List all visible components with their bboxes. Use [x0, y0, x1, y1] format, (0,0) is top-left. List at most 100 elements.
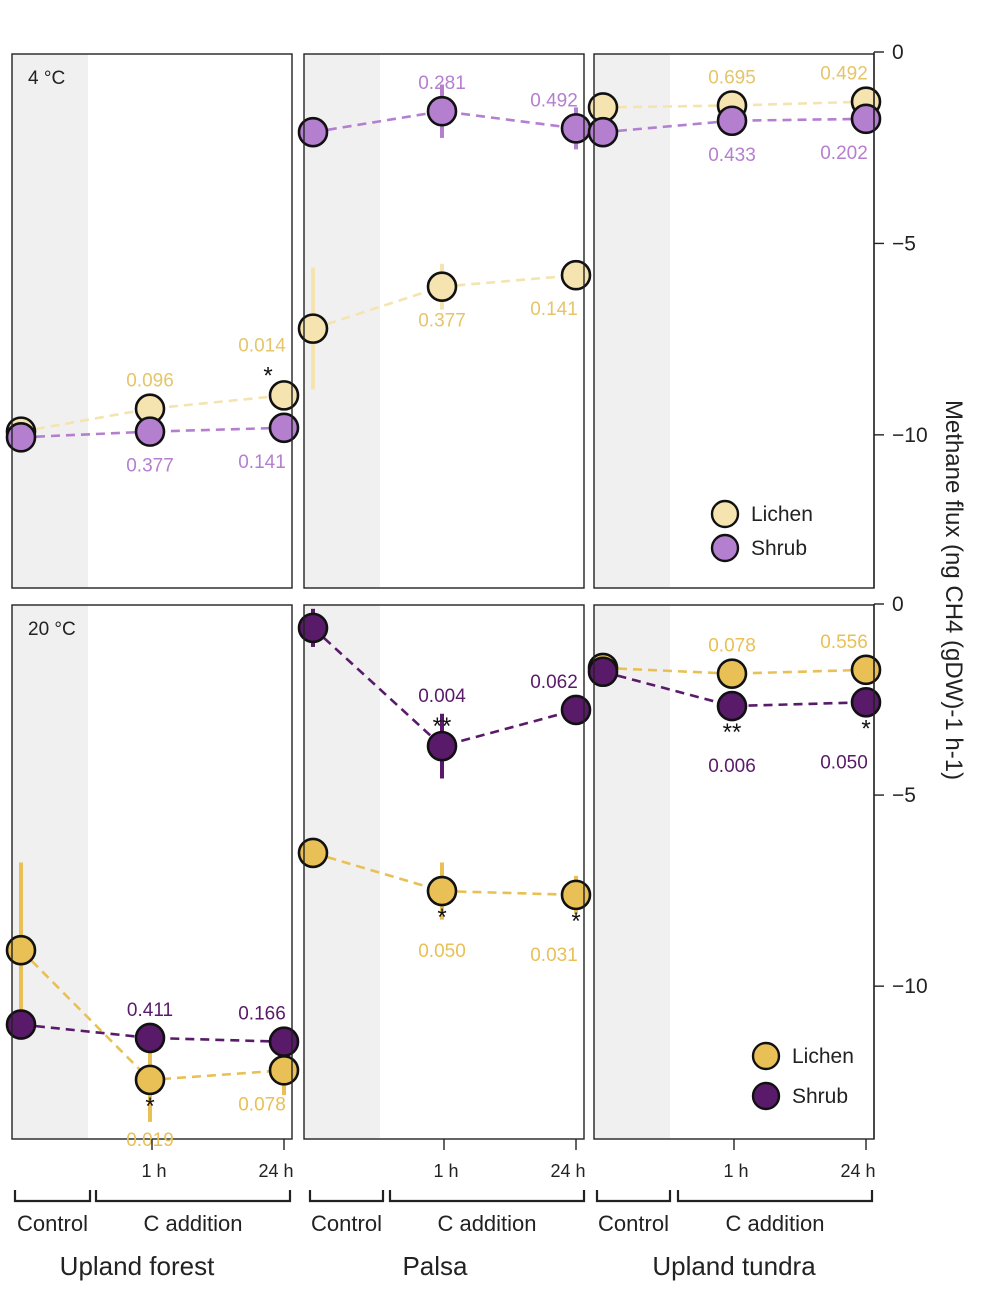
panel-plot-area [5, 380, 300, 453]
p-value-label: 0.433 [708, 145, 756, 166]
p-value-label: 0.492 [820, 64, 868, 85]
p-value-label: 0.411 [127, 1000, 173, 1021]
data-point-lichen [716, 658, 748, 689]
data-point-shrub [850, 103, 882, 135]
data-point-lichen [297, 313, 329, 344]
data-point-shrub [426, 95, 458, 127]
p-value-label: 0.556 [820, 632, 868, 653]
data-point-shrub [716, 690, 748, 722]
significance-stars: * [437, 904, 446, 931]
data-point-lichen [426, 875, 458, 907]
x-group-bracket [676, 1190, 874, 1203]
p-value-label: 0.377 [418, 311, 466, 332]
series-line-lichen [602, 666, 867, 675]
p-value-label: 0.014 [238, 335, 286, 356]
y-tick-label: 0 [892, 41, 904, 64]
data-point-shrub [297, 612, 329, 644]
control-shade [12, 605, 88, 1139]
panel-frame [303, 53, 585, 589]
data-point-shrub [5, 1009, 37, 1040]
p-value-label: 0.166 [238, 1004, 286, 1025]
y-tick-label: −10 [892, 975, 928, 998]
x-group-bracket [388, 1190, 586, 1203]
x-group-label: C addition [725, 1211, 824, 1236]
data-point-shrub [587, 116, 619, 148]
data-point-lichen [134, 1064, 166, 1096]
data-point-shrub [426, 730, 458, 762]
x-tick-label: 1 h [141, 1161, 166, 1181]
control-shade [12, 54, 88, 588]
data-point-lichen [560, 879, 592, 911]
data-point-lichen [560, 259, 592, 291]
significance-stars: * [861, 715, 870, 742]
legend-label: Lichen [792, 1045, 854, 1068]
data-point-shrub [134, 416, 166, 447]
significance-stars: * [571, 908, 580, 935]
site-label: Upland tundra [652, 1251, 816, 1281]
p-value-label: 0.078 [238, 1094, 286, 1115]
significance-stars: * [263, 362, 272, 389]
x-group-label: Control [17, 1211, 88, 1236]
x-tick-label: 24 h [840, 1161, 875, 1181]
p-value-label: 0.050 [820, 752, 868, 773]
panel-plot-area [587, 86, 882, 148]
x-group-bracket [308, 1190, 385, 1203]
legend-marker-shrub [710, 533, 740, 563]
data-point-shrub [268, 1026, 300, 1058]
site-label: Palsa [402, 1251, 468, 1281]
data-point-shrub [268, 412, 300, 444]
x-group-label: C addition [143, 1211, 242, 1236]
x-tick-label: 1 h [433, 1161, 458, 1181]
p-value-label: 0.202 [820, 143, 868, 164]
p-value-label: 0.078 [708, 636, 756, 657]
control-shade [594, 605, 670, 1139]
legend-label: Shrub [751, 537, 807, 560]
x-group-label: Control [311, 1211, 382, 1236]
y-tick-label: −5 [892, 784, 916, 807]
significance-stars: * [145, 1093, 154, 1120]
panel-plot-area [587, 652, 882, 722]
panel-plot-area [297, 84, 592, 390]
series-line-shrub [602, 117, 867, 134]
p-value-label: 0.377 [126, 456, 174, 477]
x-group-bracket [94, 1190, 292, 1203]
y-tick-label: −10 [892, 424, 928, 447]
temperature-label: 20 °C [28, 619, 76, 640]
p-value-label: 0.019 [126, 1130, 174, 1151]
series-line-lichen [602, 100, 867, 109]
y-tick-label: −5 [892, 232, 916, 255]
y-axis-title: Methane flux (ng CH4 (gDW)-1 h-1) [940, 400, 967, 780]
panel-frame [11, 53, 293, 589]
x-group-label: C addition [437, 1211, 536, 1236]
x-group-label: Control [598, 1211, 669, 1236]
p-value-label: 0.141 [238, 452, 286, 473]
data-point-shrub [5, 422, 37, 453]
p-value-label: 0.281 [418, 73, 466, 94]
p-value-label: 0.006 [708, 756, 756, 777]
x-group-bracket [595, 1190, 672, 1203]
data-point-shrub [134, 1022, 166, 1054]
data-point-shrub [587, 656, 619, 688]
p-value-label: 0.062 [530, 672, 578, 693]
legend-marker-lichen [751, 1041, 781, 1071]
control-shade [304, 605, 380, 1139]
data-point-shrub [716, 105, 748, 137]
data-point-lichen [268, 1055, 300, 1086]
data-point-lichen [297, 837, 329, 869]
data-point-shrub [560, 113, 592, 144]
panel-plot-area [297, 608, 592, 920]
site-label: Upland forest [60, 1251, 215, 1281]
p-value-label: 0.141 [530, 299, 578, 320]
x-group-bracket [13, 1190, 92, 1203]
p-value-label: 0.096 [126, 371, 174, 392]
panel-plot-area [5, 862, 300, 1122]
y-tick-label: 0 [892, 593, 904, 616]
x-tick-label: 24 h [258, 1161, 293, 1181]
series-line-shrub [20, 426, 285, 439]
p-value-label: 0.050 [418, 941, 466, 962]
temperature-label: 4 °C [28, 68, 65, 89]
p-value-label: 0.031 [530, 945, 578, 966]
legend-marker-shrub [751, 1081, 781, 1111]
p-value-label: 0.695 [708, 67, 756, 88]
data-point-shrub [850, 686, 882, 718]
